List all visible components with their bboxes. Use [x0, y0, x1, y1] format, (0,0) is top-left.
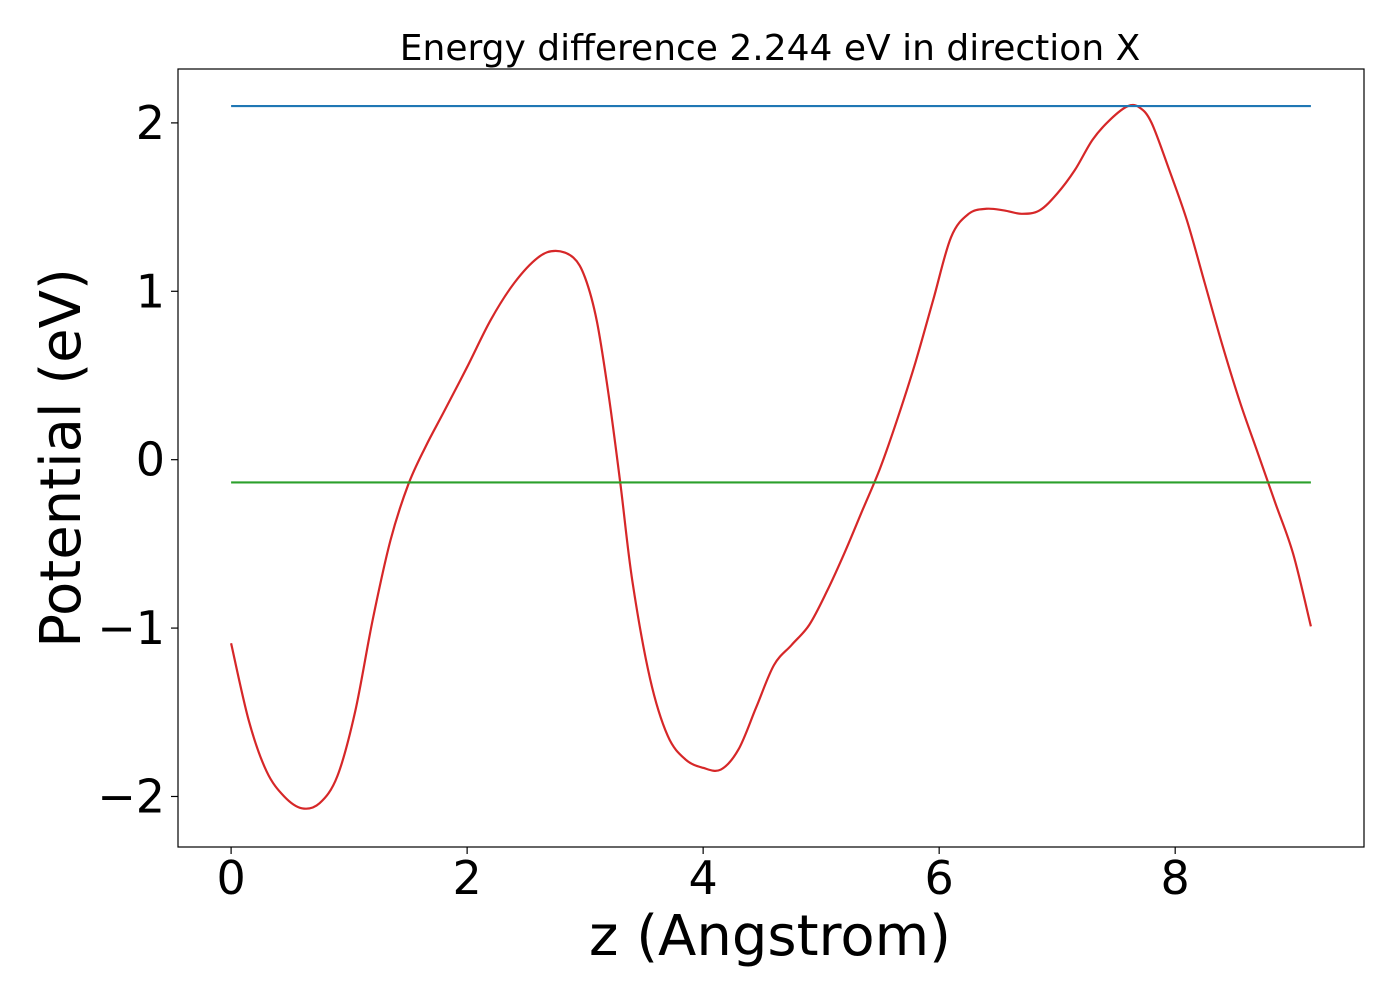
x-tick-label: 4 [689, 851, 718, 905]
x-tick-label: 8 [1161, 851, 1190, 905]
plot-area-frame [177, 68, 1365, 848]
y-axis-ticks: −2 −1 0 1 2 [97, 96, 178, 823]
x-tick-label: 6 [925, 851, 954, 905]
y-tick-label: −2 [97, 769, 165, 823]
x-axis-label: z (Angstrom) [589, 904, 951, 969]
y-tick-label: −1 [97, 601, 165, 655]
x-axis-ticks: 0 2 4 6 8 [216, 847, 1190, 905]
chart-title: Energy difference 2.244 eV in direction … [400, 28, 1141, 69]
y-tick-label: 2 [136, 96, 165, 150]
y-tick-label: 0 [136, 433, 165, 487]
x-tick-label: 0 [216, 851, 245, 905]
y-axis-label: Potential (eV) [29, 268, 94, 648]
x-tick-label: 2 [452, 851, 481, 905]
series-layer [230, 103, 1312, 810]
series-line-0 [230, 103, 1312, 810]
y-tick-label: 1 [136, 264, 165, 318]
